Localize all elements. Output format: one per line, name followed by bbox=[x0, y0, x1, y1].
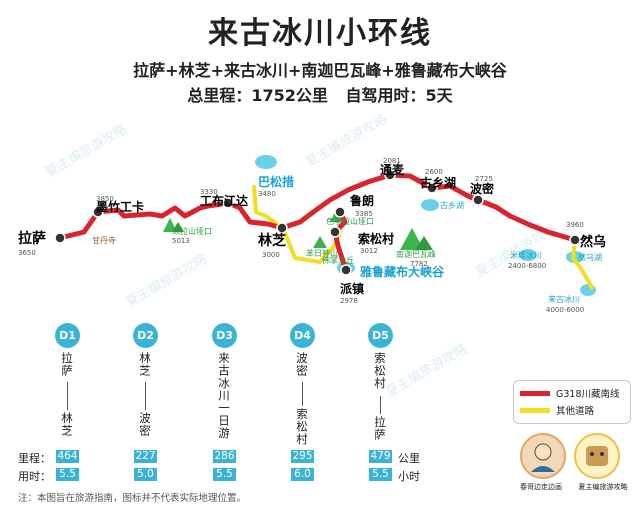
city-maizhokunggar-alt: 3850 bbox=[96, 195, 114, 203]
day-hours: 5.5 bbox=[369, 468, 392, 481]
avatar-right-label: 夏主编旅游攻略 bbox=[578, 483, 628, 491]
watermark: 夏主编旅游攻略 bbox=[383, 341, 470, 401]
km-unit: 公里 bbox=[398, 452, 420, 465]
city-gongbo-alt: 3330 bbox=[200, 188, 218, 196]
city-maizhokunggar: 墨竹工卡 bbox=[96, 199, 144, 214]
day-km: 227 bbox=[134, 450, 157, 463]
day-to: 林芝 bbox=[60, 412, 74, 437]
poi-namcha-alt: 7782 bbox=[410, 260, 428, 268]
day-to: 拉萨 bbox=[373, 416, 387, 441]
day-divider bbox=[67, 382, 68, 410]
total-distance: 总里程：1752公里 bbox=[187, 86, 328, 105]
city-rawu-alt: 3960 bbox=[566, 221, 584, 229]
day-divider bbox=[380, 396, 381, 414]
poi-laigu-alt: 4000-6000 bbox=[546, 306, 584, 314]
poi-basongcuo-alt: 3480 bbox=[258, 190, 276, 198]
poi-basongcuo: 巴松措 bbox=[258, 174, 294, 189]
day-divider bbox=[302, 382, 303, 406]
poi-fozhang: 佛掌沙丘 bbox=[322, 255, 354, 265]
city-guxiang: 古乡湖 bbox=[420, 175, 456, 190]
city-nodes bbox=[54, 169, 581, 276]
page-title: 来古冰川小环线 bbox=[208, 16, 432, 51]
poi-guxiang-lake: 古乡湖 bbox=[440, 200, 464, 210]
poi-yarlung: 雅鲁藏布大峡谷 bbox=[359, 264, 445, 279]
avatar-left bbox=[520, 433, 566, 479]
day-to: 索松村 bbox=[295, 408, 309, 446]
city-lhasa: 拉萨 bbox=[18, 230, 46, 247]
legend-main-swatch bbox=[520, 391, 550, 396]
day-km: 295 bbox=[291, 450, 314, 463]
avatar-left-label: 春哥边走边画 bbox=[520, 483, 562, 491]
route-subtitle: 拉萨+林芝+来古冰川+南迦巴瓦峰+雅鲁藏布大峡谷 bbox=[133, 61, 507, 80]
legend-other-swatch bbox=[520, 408, 550, 413]
day-hours: 6.0 bbox=[291, 468, 314, 481]
day-hours: 5.5 bbox=[213, 468, 236, 481]
day-badge: D4 bbox=[290, 323, 315, 348]
city-suosong-alt: 3012 bbox=[360, 247, 378, 255]
day-from: 拉萨 bbox=[60, 352, 74, 377]
day-hours: 5.0 bbox=[134, 468, 157, 481]
city-paizhen-alt: 2978 bbox=[340, 297, 358, 305]
city-lulang: 鲁朗 bbox=[349, 193, 374, 208]
day-from: 索松村 bbox=[373, 352, 387, 390]
day-km: 479 bbox=[369, 450, 392, 463]
day-divider bbox=[145, 382, 146, 410]
poi-midui-alt: 2400-6800 bbox=[508, 262, 546, 270]
day-km: 286 bbox=[213, 450, 236, 463]
poi-midui: 米堆冰川 bbox=[510, 250, 542, 260]
legend-other-label: 其他道路 bbox=[556, 406, 595, 417]
time-label: 用时： bbox=[18, 470, 51, 483]
route-map: 拉萨 3650 3850 墨竹工卡 3330 工布江达 林芝 3000 鲁朗 3… bbox=[18, 155, 606, 314]
poi-mila-alt: 5013 bbox=[172, 237, 190, 245]
city-tongmai-alt: 2081 bbox=[383, 157, 401, 165]
city-lhasa-alt: 3650 bbox=[18, 249, 36, 257]
map-legend: G318川藏南线 其他道路 bbox=[513, 380, 631, 424]
footnote: 注：本图旨在旅游指南，图标并不代表实际地理位置。 bbox=[18, 493, 247, 504]
day-badge: D1 bbox=[55, 323, 80, 348]
day-badge: D2 bbox=[133, 323, 158, 348]
city-tongmai: 通麦 bbox=[380, 162, 405, 177]
day-from: 波密 bbox=[295, 352, 309, 377]
drive-time: 自驾用时：5天 bbox=[345, 86, 453, 105]
day-to: 波密 bbox=[138, 412, 152, 437]
city-bomi-alt: 2725 bbox=[475, 175, 493, 183]
poi-laigu: 来古冰川 bbox=[548, 294, 580, 304]
poi-ganden: 甘丹寺 bbox=[92, 235, 116, 245]
hour-unit: 小时 bbox=[398, 470, 420, 483]
poi-benri: 苯日神山 bbox=[306, 248, 338, 258]
city-rawu: 然乌 bbox=[580, 234, 606, 250]
day-km: 464 bbox=[56, 450, 79, 463]
poi-namcha: 南迦巴瓦峰 bbox=[396, 249, 436, 259]
poi-mila: 米拉山垭口 bbox=[172, 226, 212, 236]
city-nyingchi-alt: 3000 bbox=[262, 251, 280, 259]
day-hours: 5.5 bbox=[56, 468, 79, 481]
city-bomi: 波密 bbox=[470, 181, 494, 196]
day-from: 来古冰川一日游 bbox=[217, 352, 231, 440]
city-guxiang-alt: 2600 bbox=[425, 168, 443, 176]
avatar-right bbox=[574, 433, 620, 479]
day-badge: D3 bbox=[212, 323, 237, 348]
city-suosong: 索松村 bbox=[358, 231, 394, 246]
route-summary: 总里程：1752公里 自驾用时：5天 bbox=[0, 82, 640, 106]
day-badge: D5 bbox=[368, 323, 393, 348]
city-gongbo: 工布江达 bbox=[200, 193, 248, 208]
city-nyingchi: 林芝 bbox=[258, 232, 286, 249]
poi-sejila: 色季拉山垭口 bbox=[326, 216, 374, 226]
poi-rawu-lake: 然乌湖 bbox=[578, 252, 602, 262]
mileage-label: 里程： bbox=[18, 452, 51, 465]
legend-main-label: G318川藏南线 bbox=[556, 389, 620, 400]
day-from: 林芝 bbox=[138, 352, 152, 377]
city-paizhen: 派镇 bbox=[340, 281, 364, 296]
city-lulang-alt: 3385 bbox=[355, 210, 373, 218]
